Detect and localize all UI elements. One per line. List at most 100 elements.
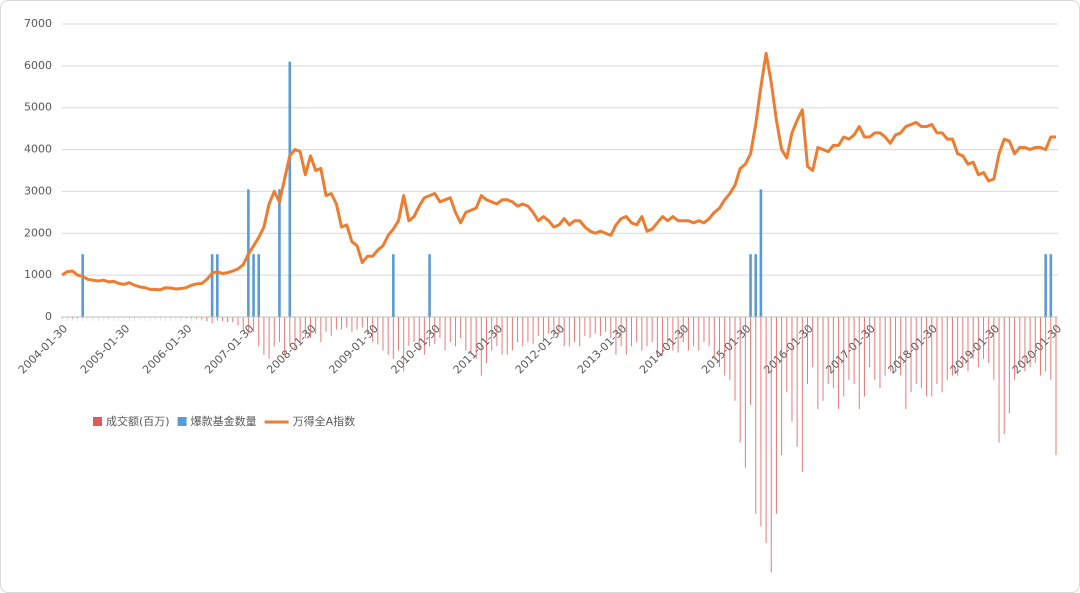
bar [687,317,689,351]
x-tick-label: 2005-01-30 [78,322,132,376]
bar [708,317,710,347]
bar [258,317,260,347]
bar [335,317,337,330]
bar [641,317,643,351]
legend-swatch [93,417,102,426]
bar [278,189,281,317]
bar [682,317,684,343]
bar [646,317,648,347]
bar [843,317,845,397]
bar [729,317,731,380]
bar [832,317,834,389]
bar [428,254,431,317]
bar [781,317,783,456]
bar [713,317,715,359]
bar [796,317,798,447]
bar [506,317,508,355]
y-tick-label: 0 [45,310,52,323]
bar [765,317,767,544]
legend-label: 爆款基金数量 [191,414,257,428]
bar [630,317,632,347]
bar [310,317,311,338]
bar [599,317,601,336]
bar [848,317,850,380]
bar [232,317,234,323]
bar [1045,317,1047,372]
bar [366,317,368,334]
bar [403,317,405,372]
bar [610,317,612,338]
bar [786,317,788,393]
y-tick-label: 5000 [24,101,52,114]
bar [858,317,860,410]
y-tick-label: 7000 [24,17,52,30]
bar [201,317,203,320]
bar [754,254,758,317]
bar [998,317,1000,443]
bar [465,317,467,351]
bar [827,317,829,384]
bar [750,317,752,405]
bar [677,317,679,353]
bar [537,317,539,336]
bar [703,317,705,343]
bar [926,317,928,397]
bar [408,317,410,347]
bar [838,317,840,410]
bar [1019,317,1021,368]
bar [398,317,400,351]
bar [931,317,933,397]
bar [905,317,907,410]
bar [812,317,814,368]
y-tick-label: 1000 [24,268,52,281]
bar [491,317,493,351]
bar [879,317,881,389]
bar [257,254,261,317]
bar [61,317,63,319]
bar [454,317,456,347]
bar [470,317,472,355]
bar [273,317,275,347]
bar [977,317,979,368]
bar [253,317,255,332]
bar [190,317,192,319]
bar [356,317,358,330]
bar [579,317,581,347]
bar [247,317,249,334]
bar [920,317,922,389]
bar [563,317,565,347]
bar [651,317,653,343]
bar [341,317,343,330]
bar [475,317,477,359]
bar [216,317,218,321]
x-tick-label: 2004-01-30 [16,322,70,376]
bar [734,317,736,401]
bar [460,317,462,338]
bar [1050,317,1052,380]
bar [589,317,591,338]
bar [558,317,560,334]
bar [527,317,529,343]
bar [662,317,664,355]
bar [993,317,995,380]
bar [1024,317,1026,372]
bar [983,317,985,359]
bar [962,317,964,368]
bar [1055,317,1057,456]
bar [900,317,902,376]
bar [967,317,969,372]
bar [822,317,824,401]
bar [698,317,700,351]
bar [760,317,762,527]
bar [227,317,229,323]
bar [315,317,317,334]
y-tick-label: 4000 [24,143,52,156]
bar [361,317,363,328]
bar [755,317,757,514]
bar [1039,317,1041,376]
bar [1003,317,1005,435]
bar [429,317,431,347]
bar [807,317,808,384]
bar [915,317,917,384]
bar [594,317,596,334]
